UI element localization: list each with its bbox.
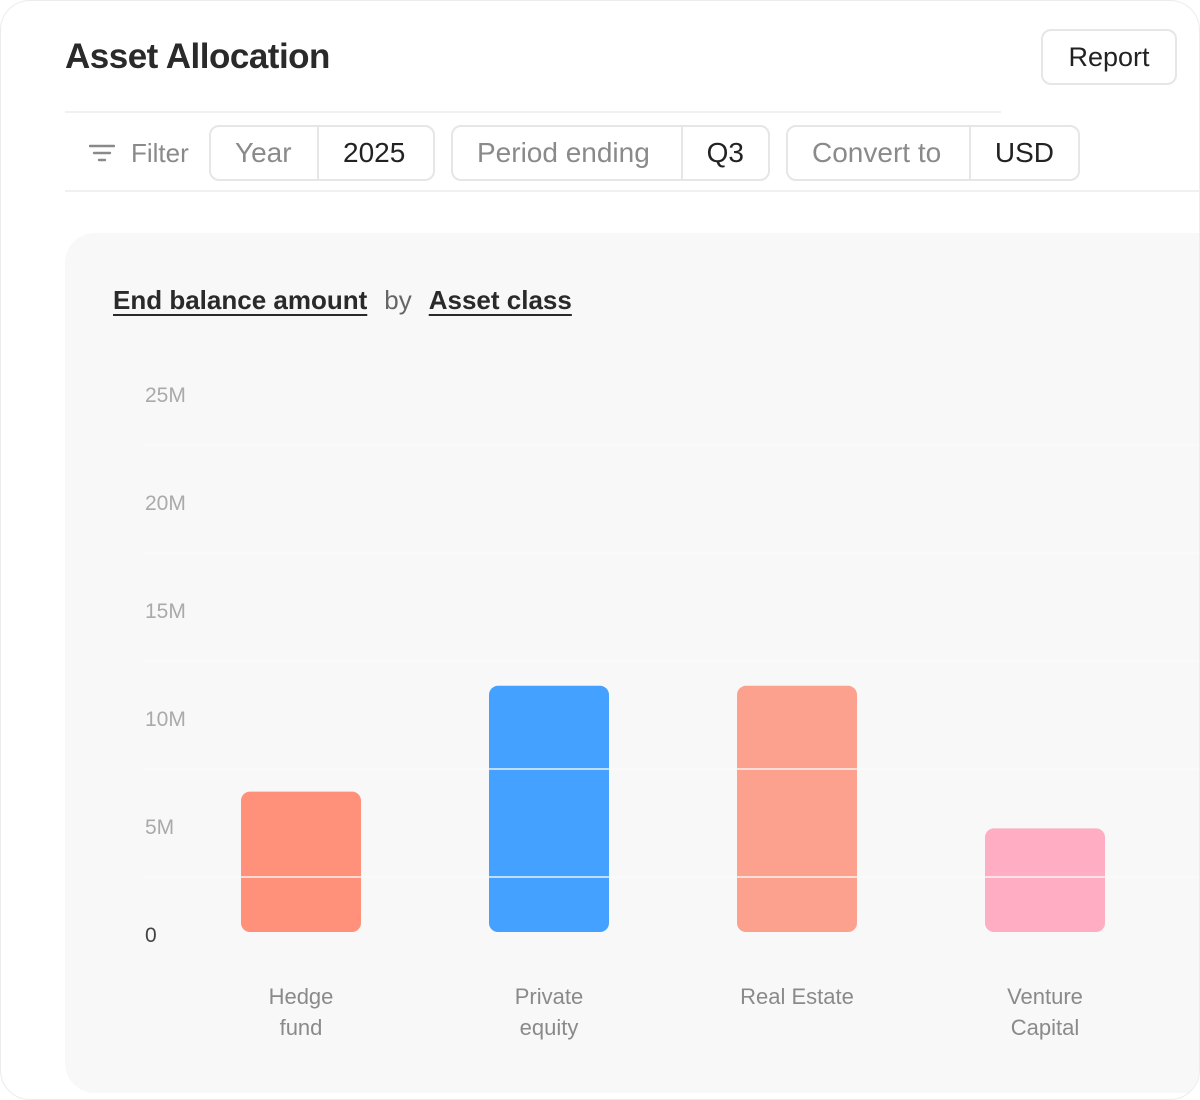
filter-chip-year[interactable]: Year 2025 [209,125,435,181]
x-tick-label-line: Hedge [269,984,334,1009]
x-tick-label: Real Estate [740,984,854,1009]
filter-chip-value: 2025 [343,137,406,168]
y-tick-label: 15M [145,600,186,623]
x-tick-label: Venture Capital [1007,984,1083,1040]
y-tick-label: 0 [145,924,157,947]
filter-chip-value: Q3 [706,137,744,168]
y-tick-label: 25M [145,384,186,407]
x-tick-label-line: Private [515,984,583,1009]
page-title: Asset Allocation [65,37,330,76]
filter-chip-key: Convert to [788,127,971,179]
filter-button[interactable]: Filter [89,131,189,175]
chart-title-connector: by [384,285,412,315]
bar-3[interactable] [737,685,857,932]
x-tick-label-line: Venture [1007,984,1083,1009]
x-tick-label-line: equity [520,1015,579,1040]
y-tick-label: 5M [145,816,174,839]
measure-selector[interactable]: End balance amount [113,285,368,315]
y-tick-label: 10M [145,708,186,731]
x-tick-label-line: Capital [1011,1015,1079,1040]
bar-1[interactable] [241,791,361,932]
bar-2[interactable] [489,685,609,932]
filter-chip-key: Period ending [453,127,683,179]
filter-chip-currency[interactable]: Convert to USD [786,125,1080,181]
filter-label: Filter [131,137,189,168]
filter-chip-period[interactable]: Period ending Q3 [451,125,770,181]
chart-title: End balance amount by Asset class [113,285,572,316]
x-tick-label: Hedge fund [269,984,334,1040]
report-button[interactable]: Report [1041,29,1177,85]
filter-divider [65,190,1199,192]
bar-4[interactable] [985,828,1105,932]
filter-chip-key: Year [211,127,319,179]
y-tick-label: 20M [145,492,186,515]
x-tick-label: Private equity [515,984,583,1040]
chart-panel [65,233,1199,1093]
filter-icon [89,144,115,162]
dimension-selector[interactable]: Asset class [428,285,572,315]
x-tick-label-line: Real Estate [740,984,854,1009]
x-tick-label-line: fund [280,1015,323,1040]
header-divider [65,111,1001,113]
filter-chip-value: USD [994,137,1054,168]
